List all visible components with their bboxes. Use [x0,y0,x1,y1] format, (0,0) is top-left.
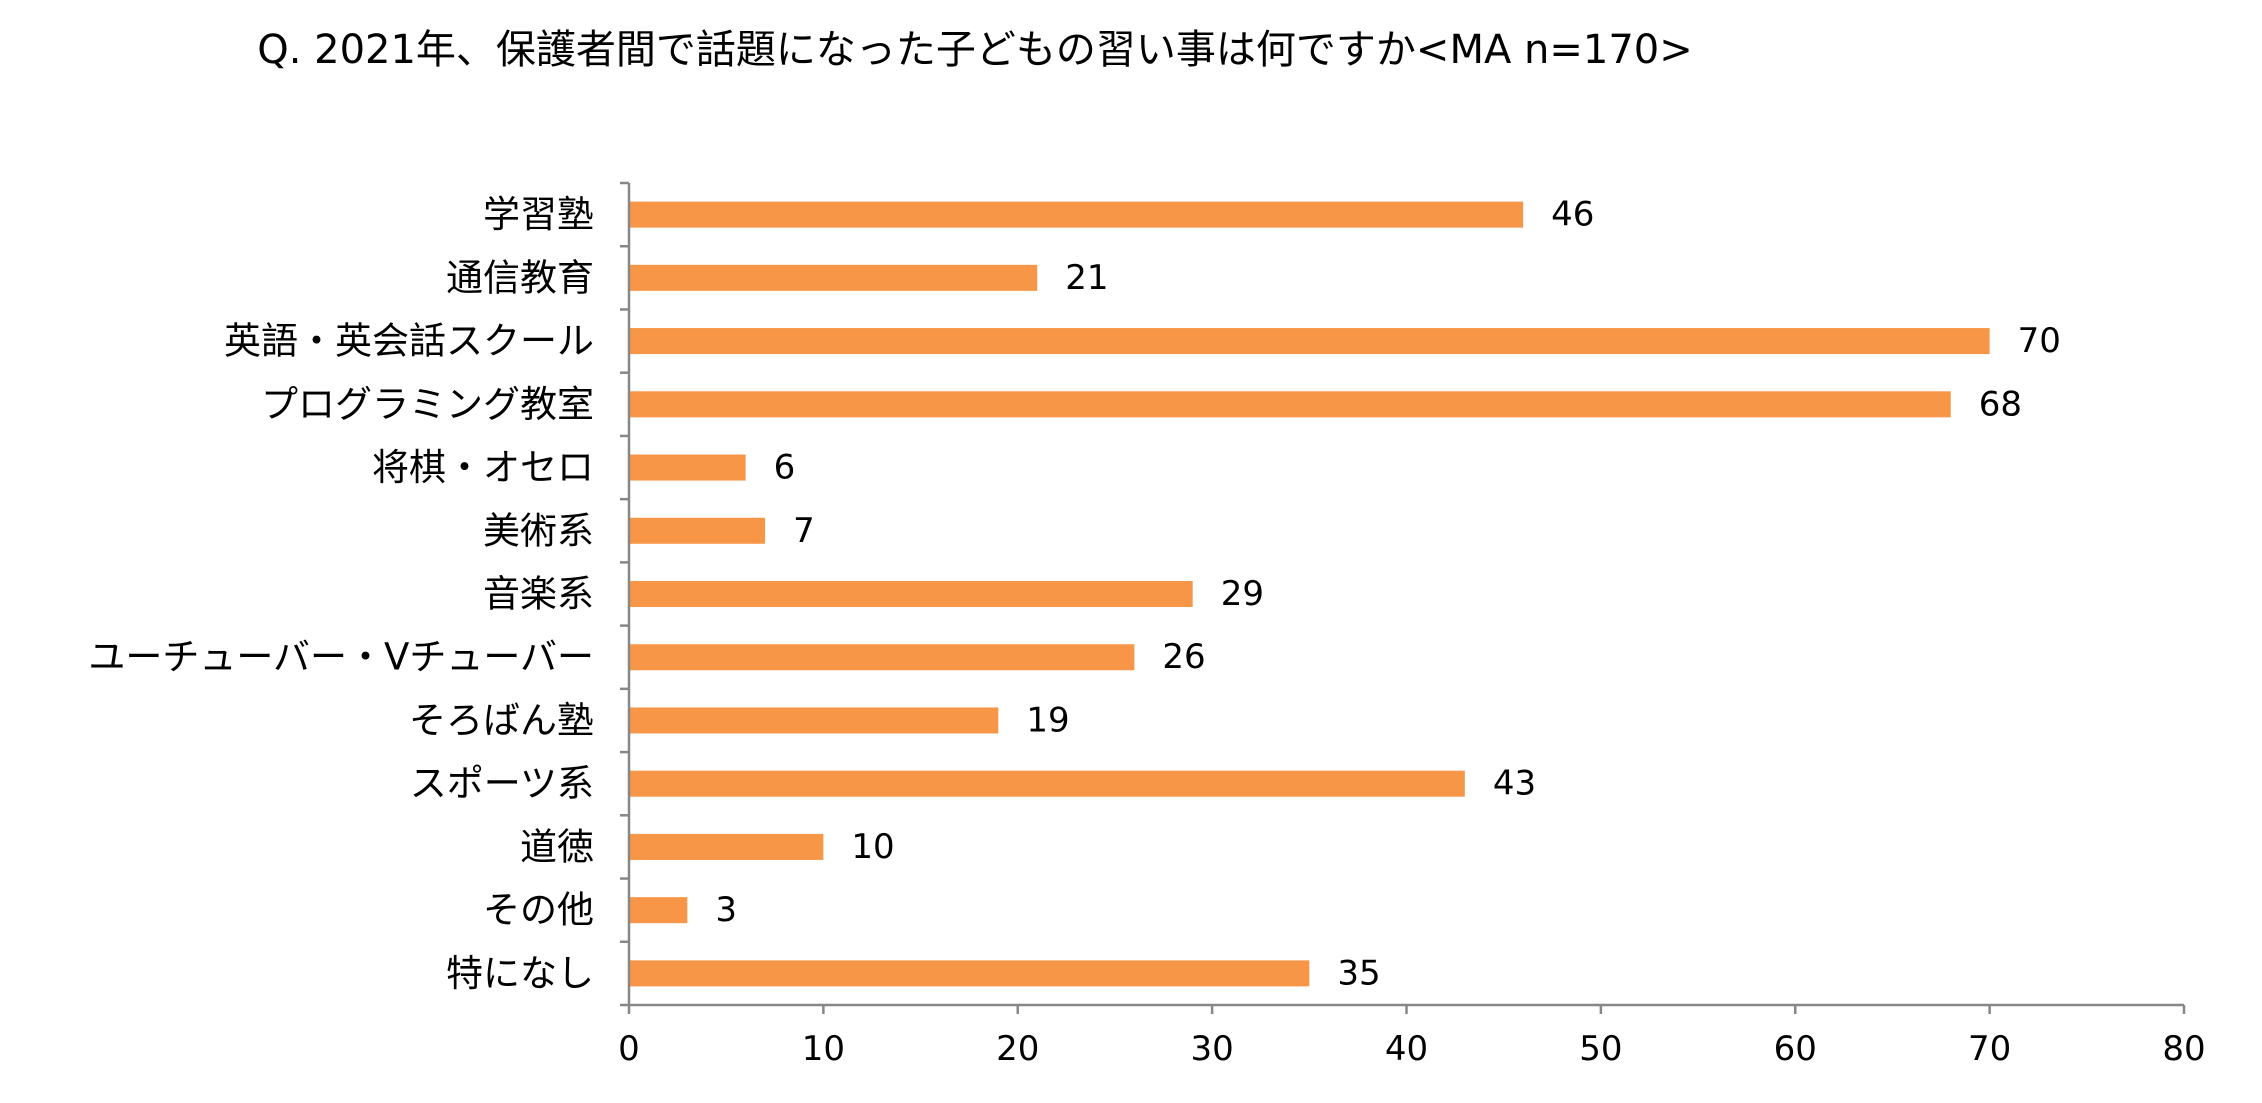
x-tick-label: 0 [618,1029,640,1069]
data-label: 26 [1162,637,1205,677]
axes-layer [620,181,2186,1014]
bar [630,707,999,734]
bar [630,391,1951,418]
bar [630,833,824,860]
bar [630,264,1038,291]
chart-title: Q. 2021年、保護者間で話題になった子どもの習い事は何ですか<MA n=17… [257,27,1693,73]
data-label: 46 [1551,195,1594,235]
category-label: スポーツ系 [410,762,594,805]
data-label: 68 [1979,384,2022,424]
bar [630,517,766,544]
bar [630,644,1135,671]
data-label: 10 [851,827,894,867]
data-label: 6 [774,448,796,488]
data-label: 21 [1065,258,1108,298]
x-tick-label: 40 [1385,1029,1428,1069]
bar [630,328,1990,355]
category-label: 道徳 [520,825,594,868]
category-label: 英語・英会話スクール [224,320,594,363]
category-label: 将棋・オセロ [372,446,594,489]
category-label: 特になし [446,952,594,995]
data-label: 3 [715,890,737,930]
bar [630,897,688,924]
bars-layer [630,201,1990,987]
category-label: 学習塾 [483,193,594,236]
x-tick-label: 80 [2162,1029,2205,1069]
data-label: 43 [1493,764,1536,804]
category-label: 通信教育 [446,256,594,299]
category-label: 美術系 [483,509,594,552]
data-label: 19 [1026,700,1069,740]
category-label: 音楽系 [483,573,594,616]
x-tick-label: 20 [996,1029,1039,1069]
data-label: 70 [2018,321,2061,361]
category-label: そろばん塾 [409,699,594,742]
x-tick-label: 30 [1190,1029,1233,1069]
data-label: 29 [1221,574,1264,614]
x-tick-label: 70 [1968,1029,2011,1069]
bar [630,770,1465,797]
bar [630,581,1193,607]
data-label: 7 [793,511,815,551]
category-label: プログラミング教室 [261,383,594,426]
bar [630,454,746,481]
category-label: ユーチューバー・Vチューバー [88,636,594,679]
data-label: 35 [1337,953,1380,993]
bar [630,960,1310,987]
x-tick-label: 60 [1774,1029,1817,1069]
x-tick-label: 10 [802,1029,845,1069]
bar [630,201,1524,228]
x-tick-label: 50 [1579,1029,1622,1069]
category-label: その他 [483,889,594,932]
